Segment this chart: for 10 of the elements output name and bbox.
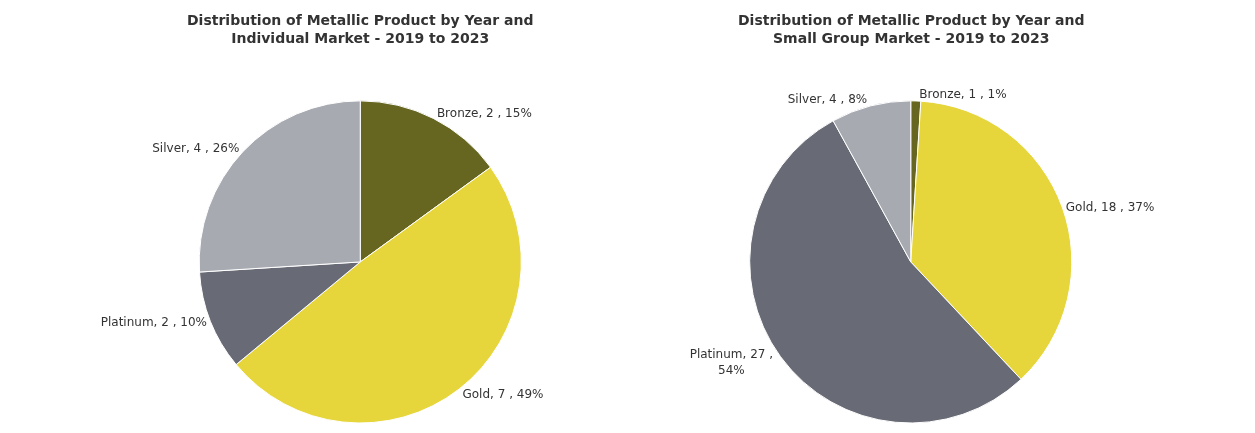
chart-title: Distribution of Metallic Product by Year and Individual Market - 2019 to 2023 — [187, 12, 534, 47]
chart-title: Distribution of Metallic Product by Year and Small Group Market - 2019 to 2023 — [738, 12, 1085, 47]
slice-label: Platinum, 2 , 10% — [100, 315, 207, 330]
slice-label: Bronze, 1 , 1% — [919, 86, 1007, 101]
slice-label: Gold, 7 , 49% — [462, 386, 544, 401]
slice-label: Gold, 18 , 37% — [1065, 199, 1155, 214]
slice-label: Silver, 4 , 8% — [787, 92, 868, 107]
slice-label: Bronze, 2 , 15% — [436, 105, 532, 120]
slice-label: Platinum, 27 , 54% — [689, 346, 774, 377]
slice-label: Silver, 4 , 26% — [152, 141, 240, 156]
